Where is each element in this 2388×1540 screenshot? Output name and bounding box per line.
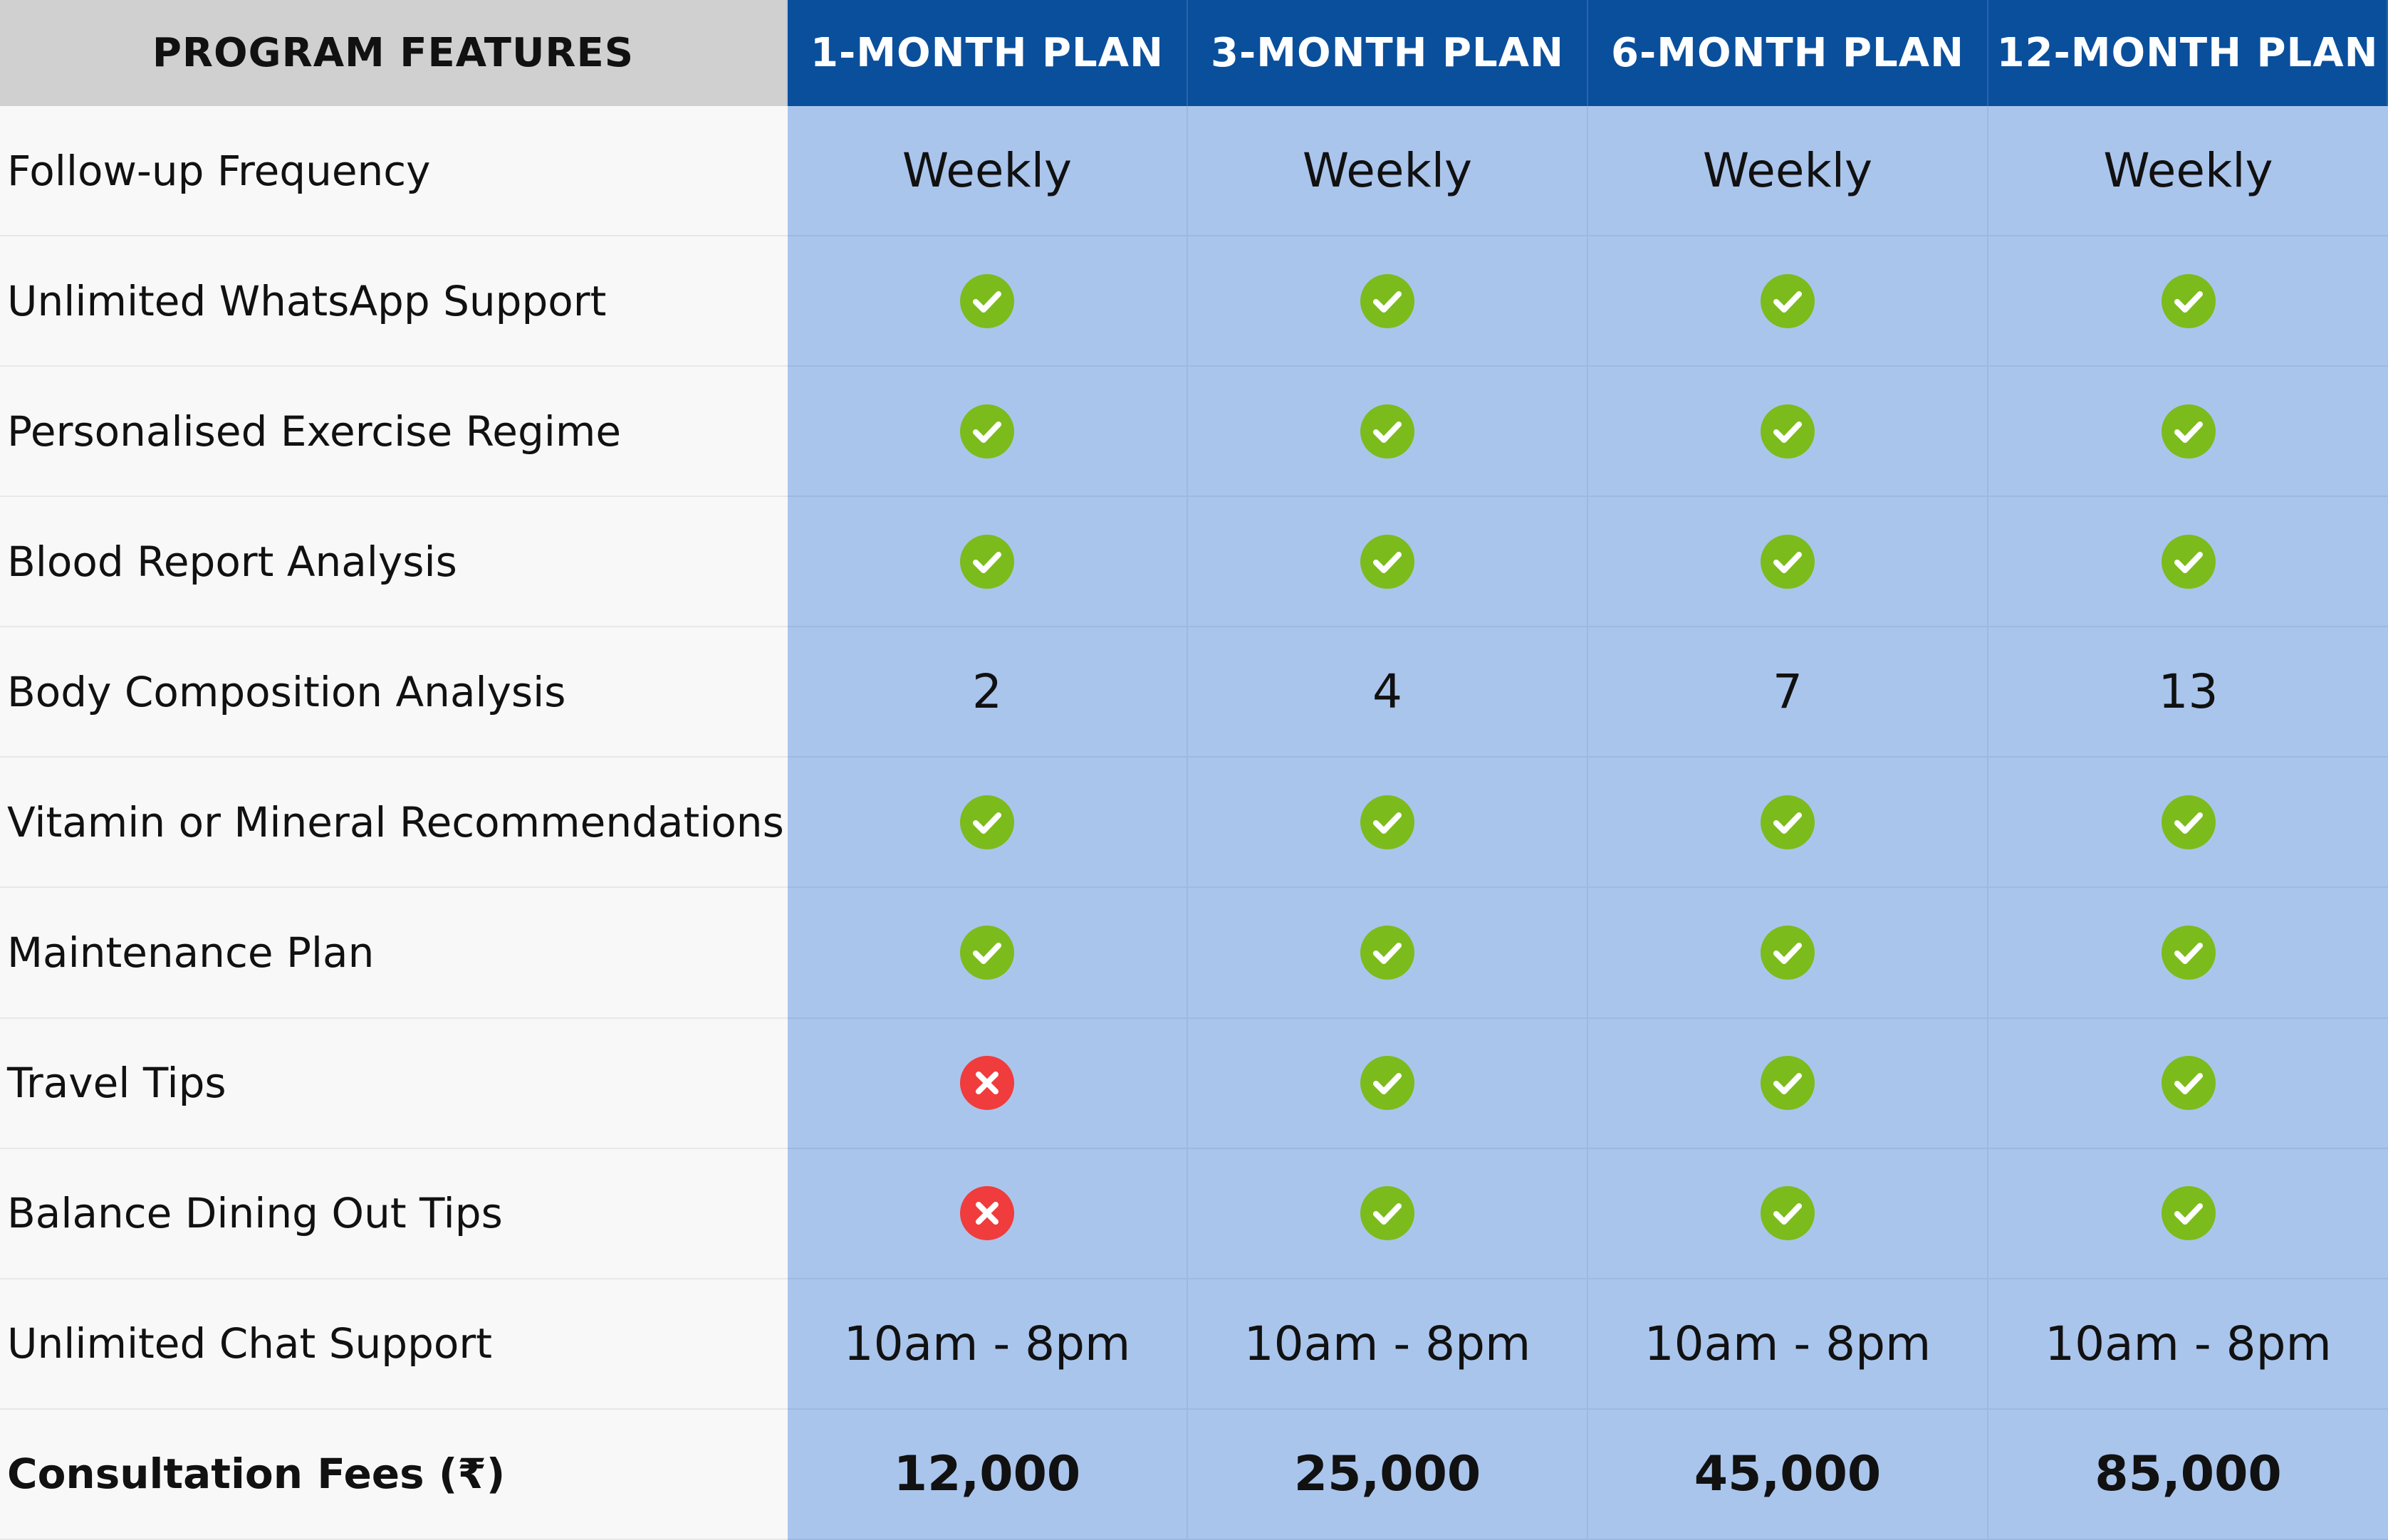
check-circle-icon: [1588, 888, 1988, 1019]
check-circle-icon: [1588, 236, 1988, 367]
check-circle-icon: [1588, 1018, 1988, 1149]
check-circle-icon: [1988, 367, 2388, 498]
check-circle-icon: [1188, 1018, 1588, 1149]
plan-value: 12,000: [788, 1409, 1188, 1540]
check-circle-icon: [788, 758, 1188, 889]
header-plan-12-month: 12-MONTH PLAN: [1988, 0, 2388, 106]
check-circle-icon: [1988, 236, 2388, 367]
check-circle-icon: [1988, 1018, 2388, 1149]
header-plan-1-month: 1-MONTH PLAN: [788, 0, 1188, 106]
header-plan-6-month: 6-MONTH PLAN: [1588, 0, 1988, 106]
plan-value: 2: [788, 627, 1188, 758]
check-circle-icon: [1188, 497, 1588, 628]
feature-label: Personalised Exercise Regime: [0, 367, 788, 498]
plan-value: 10am - 8pm: [1188, 1279, 1588, 1410]
check-circle-icon: [1988, 758, 2388, 889]
feature-label: Blood Report Analysis: [0, 497, 788, 628]
check-circle-icon: [1588, 497, 1988, 628]
plan-value: 7: [1588, 627, 1988, 758]
check-circle-icon: [1188, 888, 1588, 1019]
plan-value: 45,000: [1588, 1409, 1988, 1540]
plan-value: 13: [1988, 627, 2388, 758]
check-circle-icon: [1588, 758, 1988, 889]
feature-label: Balance Dining Out Tips: [0, 1148, 788, 1279]
header-plan-3-month: 3-MONTH PLAN: [1188, 0, 1588, 106]
check-circle-icon: [788, 367, 1188, 498]
check-circle-icon: [1988, 1148, 2388, 1279]
plan-value: 10am - 8pm: [1988, 1279, 2388, 1410]
feature-label: Vitamin or Mineral Recommendations: [0, 758, 788, 889]
feature-label: Unlimited Chat Support: [0, 1279, 788, 1410]
check-circle-icon: [1988, 888, 2388, 1019]
feature-label: Consultation Fees (₹): [0, 1409, 788, 1540]
check-circle-icon: [788, 497, 1188, 628]
check-circle-icon: [788, 236, 1188, 367]
check-circle-icon: [1188, 758, 1588, 889]
plan-value: Weekly: [788, 106, 1188, 237]
feature-label: Body Composition Analysis: [0, 627, 788, 758]
check-circle-icon: [1188, 236, 1588, 367]
plan-value: 25,000: [1188, 1409, 1588, 1540]
plan-value: 85,000: [1988, 1409, 2388, 1540]
check-circle-icon: [1188, 1148, 1588, 1279]
check-circle-icon: [1588, 1148, 1988, 1279]
header-program-features: PROGRAM FEATURES: [0, 0, 788, 106]
plan-value: Weekly: [1588, 106, 1988, 237]
feature-label: Travel Tips: [0, 1018, 788, 1149]
check-circle-icon: [788, 888, 1188, 1019]
plan-value: Weekly: [1188, 106, 1588, 237]
cross-circle-icon: [788, 1018, 1188, 1149]
feature-label: Maintenance Plan: [0, 888, 788, 1019]
feature-label: Unlimited WhatsApp Support: [0, 236, 788, 367]
plan-value: 10am - 8pm: [1588, 1279, 1988, 1410]
plan-value: Weekly: [1988, 106, 2388, 237]
check-circle-icon: [1988, 497, 2388, 628]
check-circle-icon: [1588, 367, 1988, 498]
plan-value: 4: [1188, 627, 1588, 758]
feature-label: Follow-up Frequency: [0, 106, 788, 237]
check-circle-icon: [1188, 367, 1588, 498]
cross-circle-icon: [788, 1148, 1188, 1279]
plan-value: 10am - 8pm: [788, 1279, 1188, 1410]
